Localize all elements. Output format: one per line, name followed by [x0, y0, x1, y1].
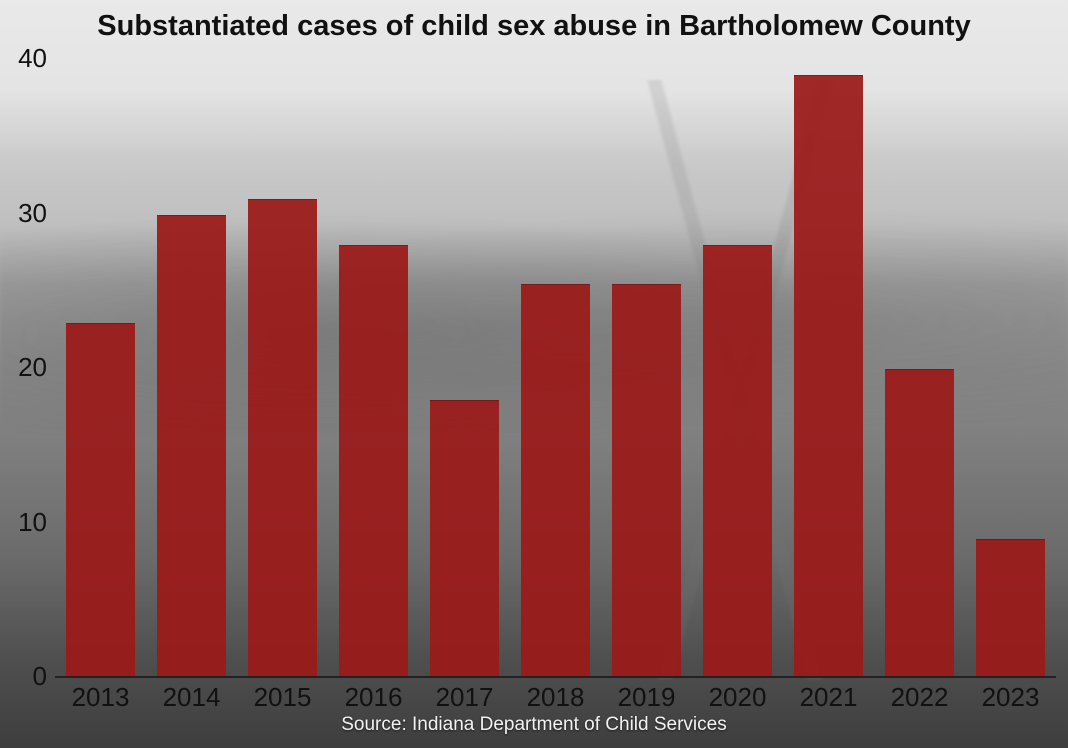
- chart-title: Substantiated cases of child sex abuse i…: [0, 10, 1068, 43]
- bar: [339, 245, 407, 678]
- x-tick-label: 2015: [237, 682, 328, 713]
- bar: [157, 215, 225, 679]
- x-tick-label: 2016: [328, 682, 419, 713]
- source-caption: Source: Indiana Department of Child Serv…: [0, 714, 1068, 736]
- bars-group: [55, 60, 1056, 678]
- y-tick-label: 20: [0, 352, 47, 383]
- x-tick-label: 2013: [55, 682, 146, 713]
- bar: [794, 75, 862, 678]
- chart-container: Substantiated cases of child sex abuse i…: [0, 0, 1068, 748]
- y-tick-label: 0: [0, 661, 47, 692]
- x-tick-label: 2018: [510, 682, 601, 713]
- bar: [612, 284, 680, 678]
- x-tick-label: 2022: [874, 682, 965, 713]
- bar: [66, 323, 134, 678]
- x-tick-label: 2020: [692, 682, 783, 713]
- x-tick-label: 2017: [419, 682, 510, 713]
- y-tick-label: 10: [0, 507, 47, 538]
- x-tick-label: 2014: [146, 682, 237, 713]
- bar: [521, 284, 589, 678]
- bar: [885, 369, 953, 678]
- x-tick-label: 2023: [965, 682, 1056, 713]
- plot-area: [55, 60, 1056, 678]
- bar: [703, 245, 771, 678]
- y-tick-label: 30: [0, 198, 47, 229]
- bar: [248, 199, 316, 678]
- bar: [976, 539, 1044, 678]
- y-tick-label: 40: [0, 43, 47, 74]
- bar: [430, 400, 498, 678]
- x-tick-label: 2021: [783, 682, 874, 713]
- x-axis-line: [55, 676, 1056, 678]
- x-tick-label: 2019: [601, 682, 692, 713]
